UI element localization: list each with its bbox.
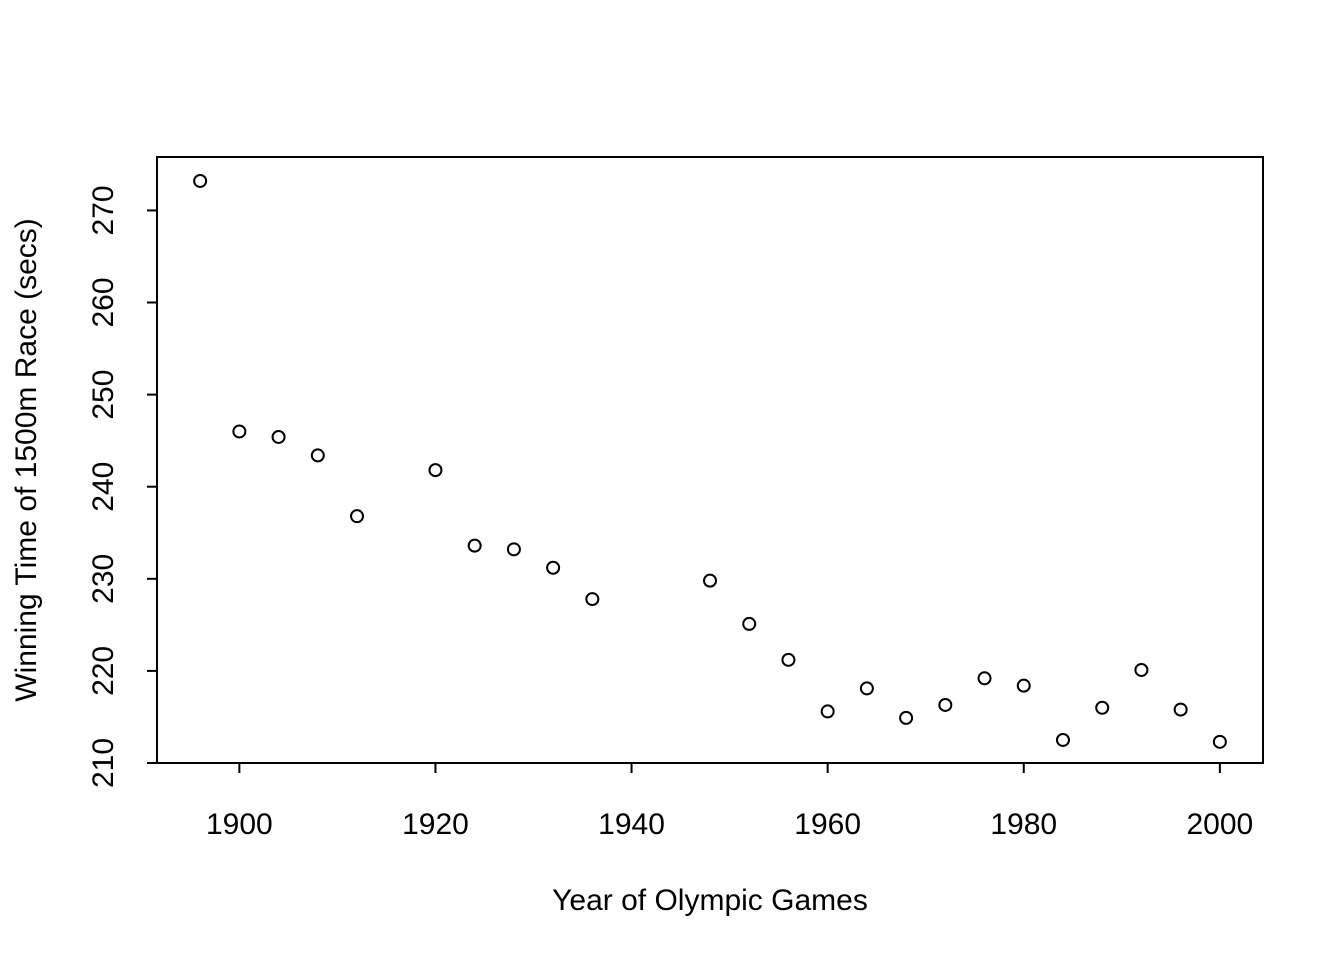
- y-tick-label: 250: [87, 370, 120, 420]
- x-tick-label: 1960: [794, 808, 861, 841]
- data-point: [781, 652, 796, 667]
- data-point: [1212, 734, 1227, 749]
- y-tick-label: 260: [87, 277, 120, 327]
- data-point: [820, 704, 835, 719]
- data-point: [506, 542, 521, 557]
- data-point: [350, 509, 365, 524]
- data-point: [271, 429, 286, 444]
- y-axis: 210 220 230 240 250 260 270: [87, 185, 158, 788]
- data-point: [1055, 732, 1070, 747]
- data-point: [1173, 702, 1188, 717]
- x-tick-label: 1940: [598, 808, 665, 841]
- data-point: [977, 671, 992, 686]
- y-tick-label: 220: [87, 646, 120, 696]
- data-point: [1016, 678, 1031, 693]
- x-axis-title: Year of Olympic Games: [552, 884, 868, 917]
- data-point: [1095, 700, 1110, 715]
- data-point: [859, 681, 874, 696]
- y-axis-title: Winning Time of 1500m Race (secs): [10, 218, 43, 702]
- y-tick-label: 240: [87, 462, 120, 512]
- data-point: [467, 538, 482, 553]
- x-tick-label: 1900: [206, 808, 273, 841]
- data-point: [585, 592, 600, 607]
- x-tick-label: 1920: [402, 808, 469, 841]
- data-point: [1134, 662, 1149, 677]
- data-point: [546, 560, 561, 575]
- x-tick-label: 2000: [1186, 808, 1253, 841]
- x-tick-label: 1980: [990, 808, 1057, 841]
- x-axis: 1900 1920 1940 1960 1980 2000: [206, 762, 1253, 841]
- data-points: [193, 173, 1227, 749]
- y-tick-label: 230: [87, 554, 120, 604]
- data-point: [742, 616, 757, 631]
- data-point: [938, 697, 953, 712]
- y-tick-label: 210: [87, 738, 120, 788]
- data-point: [310, 448, 325, 463]
- data-point: [703, 573, 717, 588]
- data-point: [428, 463, 443, 478]
- data-point: [232, 424, 247, 439]
- y-tick-label: 270: [87, 185, 120, 235]
- data-point: [193, 173, 208, 188]
- data-point: [899, 710, 914, 725]
